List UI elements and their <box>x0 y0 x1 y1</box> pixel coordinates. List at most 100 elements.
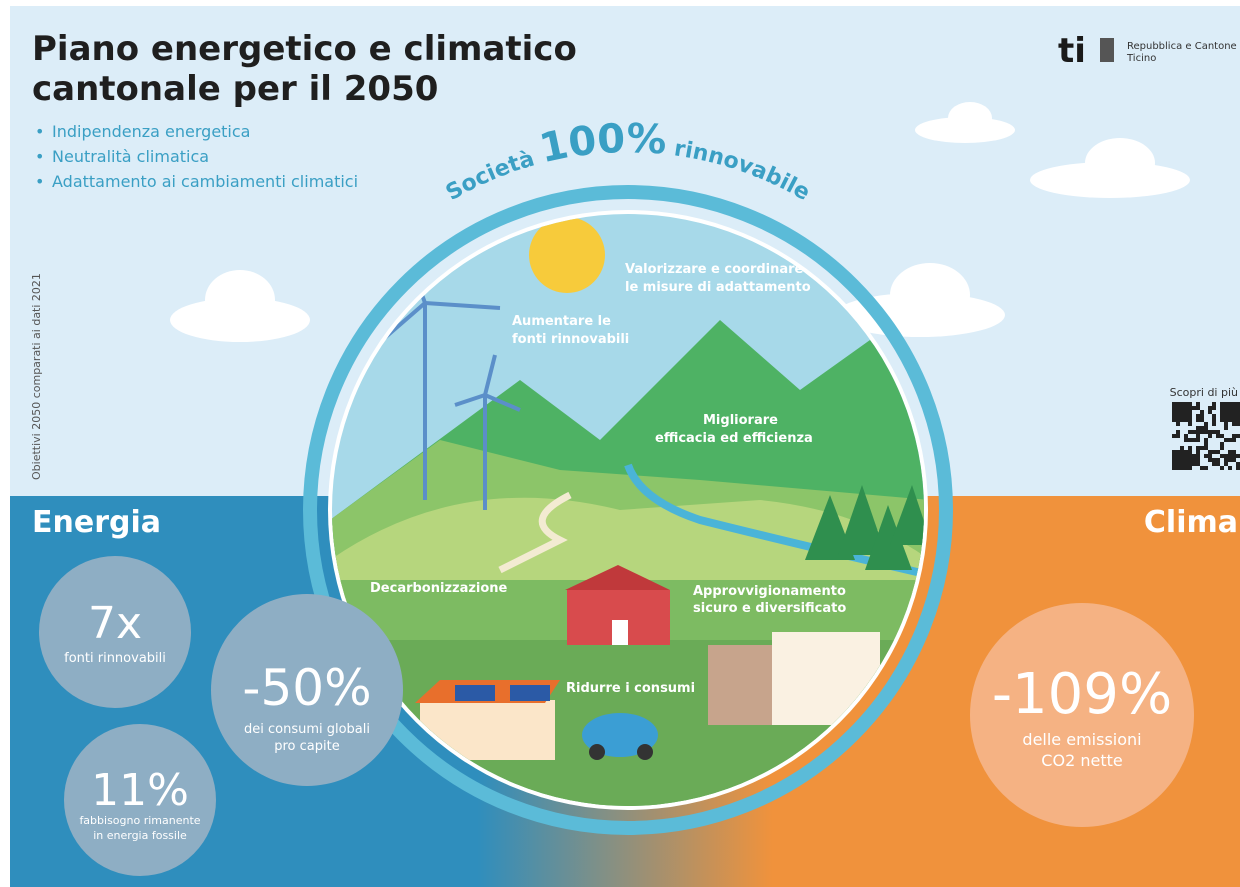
qr-cell <box>1176 406 1180 410</box>
qr-cell <box>1212 450 1216 454</box>
scene-label: Ridurre i consumi <box>566 681 695 696</box>
qr-cell <box>1200 426 1204 430</box>
qr-cell <box>1232 434 1236 438</box>
qr-cell <box>1200 410 1204 414</box>
qr-cell <box>1224 406 1228 410</box>
qr-cell <box>1224 438 1228 442</box>
qr-cell <box>1196 458 1200 462</box>
stat-value: 7x <box>88 598 142 649</box>
qr-cell <box>1196 414 1200 418</box>
qr-cell <box>1224 402 1228 406</box>
qr-cell <box>1220 402 1224 406</box>
qr-code <box>1172 402 1240 470</box>
stat-label: fonti rinnovabili <box>64 651 166 666</box>
qr-cell <box>1212 418 1216 422</box>
qr-cell <box>1216 450 1220 454</box>
scene-label: sicuro e diversificato <box>693 601 846 616</box>
qr-cell <box>1228 466 1232 470</box>
qr-cell <box>1208 450 1212 454</box>
qr-cell <box>1172 406 1176 410</box>
qr-cell <box>1188 414 1192 418</box>
qr-cell <box>1228 450 1232 454</box>
qr-cell <box>1188 454 1192 458</box>
qr-cell <box>1232 410 1236 414</box>
qr-cell <box>1212 430 1216 434</box>
qr-cell <box>1220 414 1224 418</box>
qr-cell <box>1176 414 1180 418</box>
qr-cell <box>1232 454 1236 458</box>
section-title: Energia <box>32 505 161 540</box>
stat-value: -50% <box>242 659 371 717</box>
qr-cell <box>1200 446 1204 450</box>
logo-mark: ti <box>1058 31 1086 71</box>
energia-stats: 7x fonti rinnovabili -50% dei consumi gl… <box>39 556 403 876</box>
qr-cell <box>1220 406 1224 410</box>
qr-cell <box>1216 458 1220 462</box>
qr-cell <box>1200 466 1204 470</box>
outer-ring <box>303 185 953 835</box>
qr-cell <box>1176 430 1180 434</box>
scene <box>332 214 924 806</box>
qr-cell <box>1232 414 1236 418</box>
bullet-text: Adattamento ai cambiamenti climatici <box>52 172 358 191</box>
stat-label: pro capite <box>274 739 339 754</box>
stat-label: delle emissioni <box>1022 730 1141 749</box>
qr-cell <box>1224 458 1228 462</box>
stat-bubble <box>64 724 216 876</box>
qr-cell <box>1216 430 1220 434</box>
qr-label: Scopri di più <box>1170 386 1238 399</box>
scene-label: efficacia ed efficienza <box>655 431 813 446</box>
title: Piano energetico e climatico <box>32 29 577 69</box>
qr-cell <box>1196 446 1200 450</box>
qr-cell <box>1208 410 1212 414</box>
qr-cell <box>1180 402 1184 406</box>
qr-cell <box>1228 410 1232 414</box>
qr-cell <box>1180 450 1184 454</box>
qr-cell <box>1208 454 1212 458</box>
qr-cell <box>1220 454 1224 458</box>
qr-cell <box>1196 450 1200 454</box>
qr-cell <box>1184 434 1188 438</box>
scene-label: Approvvigionamento <box>693 584 846 599</box>
qr-cell <box>1188 462 1192 466</box>
qr-cell <box>1220 446 1224 450</box>
qr-cell <box>1196 454 1200 458</box>
qr-cell <box>1172 410 1176 414</box>
qr-cell <box>1236 406 1240 410</box>
stat-label: CO2 nette <box>1041 751 1122 770</box>
qr-cell <box>1192 430 1196 434</box>
qr-cell <box>1184 406 1188 410</box>
qr-cell <box>1216 462 1220 466</box>
qr-cell <box>1176 458 1180 462</box>
qr-cell <box>1228 458 1232 462</box>
qr-cell <box>1180 410 1184 414</box>
stat-value: -109% <box>992 662 1172 727</box>
qr-cell <box>1236 414 1240 418</box>
qr-cell <box>1196 434 1200 438</box>
qr-cell <box>1208 430 1212 434</box>
qr-cell <box>1228 406 1232 410</box>
qr-cell <box>1188 422 1192 426</box>
qr-cell <box>1184 414 1188 418</box>
scene-label: Migliorare <box>703 413 778 428</box>
qr-cell <box>1180 454 1184 458</box>
logo-text: Repubblica e Cantone <box>1127 41 1237 52</box>
qr-cell <box>1220 434 1224 438</box>
qr-cell <box>1184 418 1188 422</box>
stat-bubble <box>211 594 403 786</box>
qr-cell <box>1228 414 1232 418</box>
qr-cell <box>1176 402 1180 406</box>
qr-cell <box>1176 454 1180 458</box>
qr-cell <box>1228 402 1232 406</box>
bullet-text: Neutralità climatica <box>52 147 209 166</box>
qr-cell <box>1200 430 1204 434</box>
scene-label: Decarbonizzazione <box>370 581 508 596</box>
qr-cell <box>1184 454 1188 458</box>
qr-cell <box>1188 458 1192 462</box>
qr-cell <box>1188 438 1192 442</box>
qr-cell <box>1204 454 1208 458</box>
qr-cell <box>1184 402 1188 406</box>
qr-cell <box>1176 450 1180 454</box>
qr-cell <box>1184 438 1188 442</box>
